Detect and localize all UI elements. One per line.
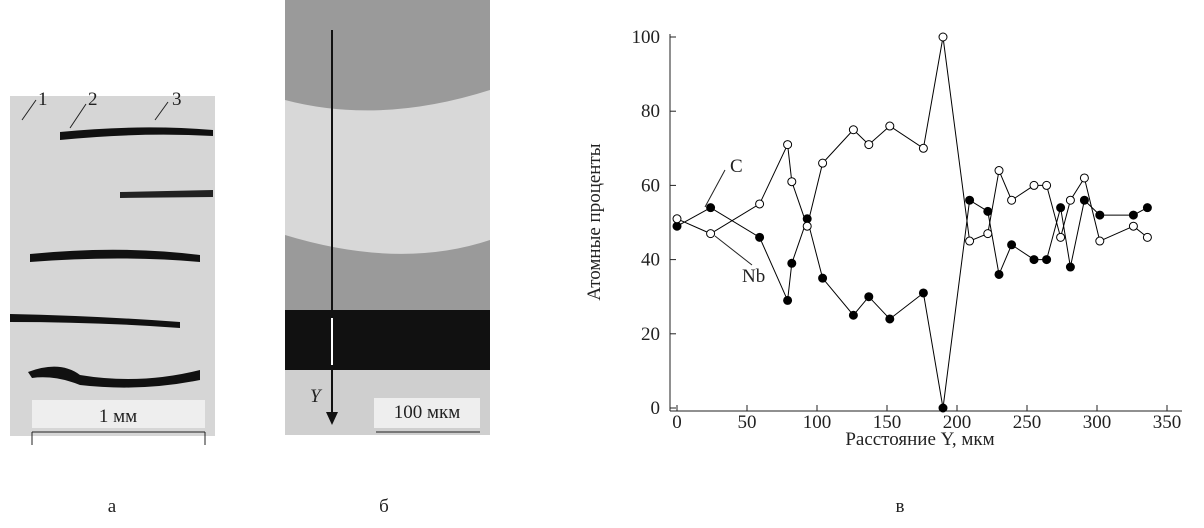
- data-point: [994, 166, 1004, 176]
- scale-label: 100 мкм: [394, 402, 461, 423]
- data-point: [818, 158, 828, 168]
- data-point: [983, 206, 993, 216]
- data-point: [994, 269, 1004, 279]
- y-axis-title: Атомные проценты: [584, 143, 605, 300]
- panel-label: в: [896, 496, 905, 517]
- data-point: [1079, 195, 1089, 205]
- data-point: [848, 310, 858, 320]
- data-point: [783, 295, 793, 305]
- series-line: [676, 36, 1148, 242]
- x-tick-label: 350: [1153, 412, 1182, 433]
- data-point: [1079, 173, 1089, 183]
- data-point: [802, 221, 812, 231]
- marker-label: 3: [172, 89, 182, 110]
- data-point: [1042, 255, 1052, 265]
- data-point: [848, 125, 858, 135]
- panel-label: б: [379, 496, 389, 517]
- series-label: Nb: [742, 266, 765, 287]
- data-point: [1056, 232, 1066, 242]
- x-tick-label: 50: [738, 412, 757, 433]
- data-point: [706, 229, 716, 239]
- y-tick-label: 60: [641, 175, 660, 196]
- data-point: [1007, 195, 1017, 205]
- data-point: [1065, 195, 1075, 205]
- x-tick-label: 250: [1013, 412, 1042, 433]
- data-point: [983, 229, 993, 239]
- data-point: [918, 143, 928, 153]
- data-point: [755, 232, 765, 242]
- data-point: [965, 236, 975, 246]
- data-point: [706, 203, 716, 213]
- data-point: [1095, 210, 1105, 220]
- data-point: [818, 273, 828, 283]
- y-tick-label: 20: [641, 324, 660, 345]
- x-tick-label: 0: [672, 412, 682, 433]
- data-point: [1007, 240, 1017, 250]
- data-point: [918, 288, 928, 298]
- data-point: [672, 214, 682, 224]
- series-label: C: [730, 156, 743, 177]
- micrograph-b: [285, 0, 490, 435]
- x-tick-label: 200: [943, 412, 972, 433]
- data-point: [1056, 203, 1066, 213]
- data-point: [755, 199, 765, 209]
- y-tick-label: 80: [641, 101, 660, 122]
- data-point: [885, 121, 895, 131]
- x-axis-title: Расстояние Y, мкм: [845, 429, 994, 450]
- x-tick-label: 150: [873, 412, 902, 433]
- axis-marker: Y: [310, 386, 323, 407]
- data-point: [1042, 180, 1052, 190]
- data-point: [1065, 262, 1075, 272]
- data-point: [864, 292, 874, 302]
- data-point: [1095, 236, 1105, 246]
- data-point: [787, 258, 797, 268]
- data-point: [783, 140, 793, 150]
- series-line: [676, 199, 1148, 409]
- panel-label: а: [108, 496, 117, 517]
- data-point: [672, 221, 682, 231]
- data-point: [1142, 232, 1152, 242]
- marker-label: 1: [38, 89, 48, 110]
- y-tick-label: 0: [651, 398, 661, 419]
- y-tick-label: 100: [632, 27, 661, 48]
- data-point: [864, 140, 874, 150]
- y-tick-label: 40: [641, 250, 660, 271]
- data-point: [885, 314, 895, 324]
- label-leader: [714, 235, 753, 266]
- marker-label: 2: [88, 89, 98, 110]
- label-leader: [704, 169, 726, 208]
- data-point: [938, 32, 948, 42]
- data-point: [938, 403, 948, 413]
- data-point: [1029, 180, 1039, 190]
- data-point: [1029, 255, 1039, 265]
- data-point: [965, 195, 975, 205]
- scale-label: 1 мм: [99, 406, 137, 427]
- data-point: [787, 177, 797, 187]
- data-point: [1128, 221, 1138, 231]
- data-point: [1142, 203, 1152, 213]
- micrograph-a: [10, 96, 215, 445]
- x-tick-label: 300: [1083, 412, 1112, 433]
- x-tick-label: 100: [803, 412, 832, 433]
- data-point: [1128, 210, 1138, 220]
